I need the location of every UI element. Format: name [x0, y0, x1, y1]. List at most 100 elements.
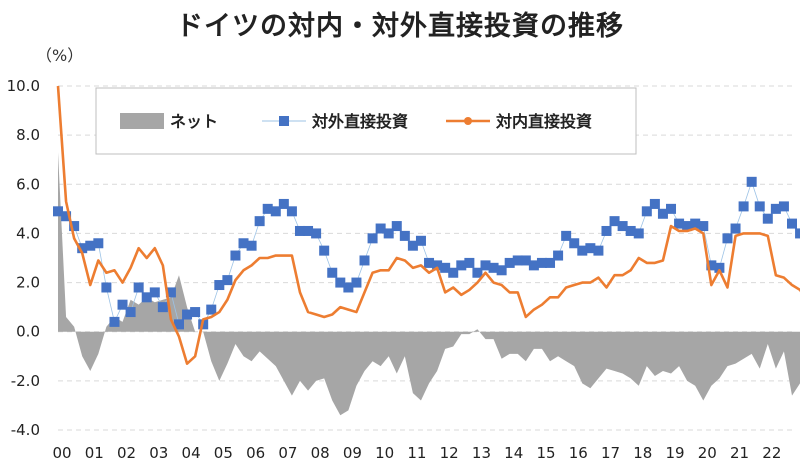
- outward-fdi-point: [609, 216, 620, 227]
- x-tick-label: 12: [440, 444, 459, 462]
- outward-fdi-point: [432, 260, 443, 271]
- outward-fdi-point: [173, 319, 184, 330]
- outward-fdi-point: [69, 221, 80, 232]
- outward-fdi-series: [53, 176, 800, 330]
- outward-fdi-point: [617, 221, 628, 232]
- outward-fdi-point: [770, 203, 781, 214]
- outward-fdi-point: [383, 228, 394, 239]
- x-tick-label: 03: [149, 444, 168, 462]
- outward-fdi-point: [577, 245, 588, 256]
- legend-box: [95, 87, 637, 155]
- inward-fdi-line: [56, 85, 800, 365]
- x-tick-label: 02: [117, 444, 136, 462]
- x-tick-label: 04: [182, 444, 201, 462]
- outward-fdi-point: [85, 240, 96, 251]
- x-tick-label: 06: [246, 444, 265, 462]
- outward-fdi-point: [504, 257, 515, 268]
- outward-fdi-point: [488, 262, 499, 273]
- x-tick-label: 10: [375, 444, 394, 462]
- outward-fdi-point: [93, 238, 104, 249]
- legend-label-outward: 対外直接投資: [311, 112, 408, 131]
- y-tick-label: 4.0: [16, 224, 40, 242]
- x-tick-label: 13: [472, 444, 491, 462]
- x-tick-label: 07: [278, 444, 297, 462]
- outward-fdi-point: [601, 225, 612, 236]
- outward-fdi-point: [399, 230, 410, 241]
- outward-fdi-point: [286, 206, 297, 217]
- outward-fdi-point: [674, 218, 685, 229]
- outward-fdi-point: [222, 275, 233, 286]
- outward-fdi-point: [472, 267, 483, 278]
- x-tick-label: 08: [311, 444, 330, 462]
- x-tick-label: 21: [730, 444, 749, 462]
- x-tick-label: 00: [52, 444, 71, 462]
- outward-fdi-point: [270, 206, 281, 217]
- outward-fdi-point: [561, 230, 572, 241]
- outward-fdi-point: [53, 206, 63, 217]
- outward-fdi-point: [190, 307, 201, 318]
- outward-fdi-point: [415, 235, 426, 246]
- outward-fdi-point: [278, 198, 289, 209]
- outward-fdi-point: [303, 225, 314, 236]
- y-axis-unit: （%）: [36, 46, 84, 65]
- outward-fdi-point: [375, 223, 386, 234]
- outward-fdi-point: [246, 240, 257, 251]
- y-tick-label: 2.0: [16, 274, 40, 292]
- outward-fdi-point: [569, 238, 580, 249]
- x-tick-label: 11: [407, 444, 426, 462]
- outward-fdi-point: [778, 201, 789, 212]
- x-tick-label: 15: [536, 444, 555, 462]
- outward-fdi-point: [77, 243, 88, 254]
- y-tick-label: 6.0: [16, 175, 40, 193]
- y-tick-label: 10.0: [7, 77, 40, 95]
- y-tick-label: 0.0: [16, 323, 40, 341]
- outward-fdi-point: [585, 243, 596, 254]
- outward-fdi-point: [762, 213, 773, 224]
- outward-fdi-point: [746, 176, 757, 187]
- outward-fdi-point: [311, 228, 322, 239]
- outward-fdi-point: [165, 287, 176, 298]
- y-tick-label: -2.0: [11, 372, 40, 390]
- outward-fdi-point: [553, 250, 564, 261]
- outward-fdi-point: [545, 257, 556, 268]
- outward-fdi-point: [698, 221, 709, 232]
- outward-fdi-point: [407, 240, 418, 251]
- outward-fdi-point: [238, 238, 249, 249]
- outward-fdi-point: [649, 198, 660, 209]
- x-tick-label: 05: [214, 444, 233, 462]
- y-axis-ticks: 10.0 8.0 6.0 4.0 2.0 0.0 -2.0 -4.0: [7, 77, 40, 439]
- outward-fdi-point: [625, 225, 636, 236]
- outward-fdi-point: [61, 211, 72, 222]
- x-tick-label: 18: [633, 444, 652, 462]
- outward-fdi-point: [456, 260, 467, 271]
- outward-fdi-point: [520, 255, 531, 266]
- outward-fdi-point: [730, 223, 741, 234]
- outward-fdi-point: [109, 316, 120, 327]
- outward-fdi-point: [327, 267, 338, 278]
- outward-fdi-point: [722, 233, 733, 244]
- outward-fdi-point: [117, 299, 128, 310]
- outward-fdi-point: [335, 277, 346, 288]
- outward-fdi-point: [657, 208, 668, 219]
- outward-fdi-point: [254, 216, 265, 227]
- outward-fdi-point: [343, 282, 354, 293]
- outward-fdi-point: [666, 203, 677, 214]
- outward-fdi-point: [319, 245, 330, 256]
- outward-fdi-point: [633, 228, 644, 239]
- legend-swatch-inward-marker: [464, 117, 472, 125]
- x-tick-label: 14: [504, 444, 523, 462]
- outward-fdi-point: [133, 282, 144, 293]
- legend-swatch-outward-marker: [279, 116, 289, 126]
- outward-fdi-point: [528, 260, 539, 271]
- outward-fdi-point: [424, 257, 435, 268]
- outward-fdi-point: [690, 218, 701, 229]
- outward-fdi-point: [440, 262, 451, 273]
- outward-fdi-point: [682, 221, 693, 232]
- legend-label-inward: 対内直接投資: [495, 112, 592, 131]
- chart-title: ドイツの対内・対外直接投資の推移: [176, 11, 624, 42]
- x-tick-label: 01: [85, 444, 104, 462]
- outward-fdi-point: [157, 302, 168, 313]
- outward-fdi-point: [391, 221, 402, 232]
- outward-fdi-point: [754, 201, 765, 212]
